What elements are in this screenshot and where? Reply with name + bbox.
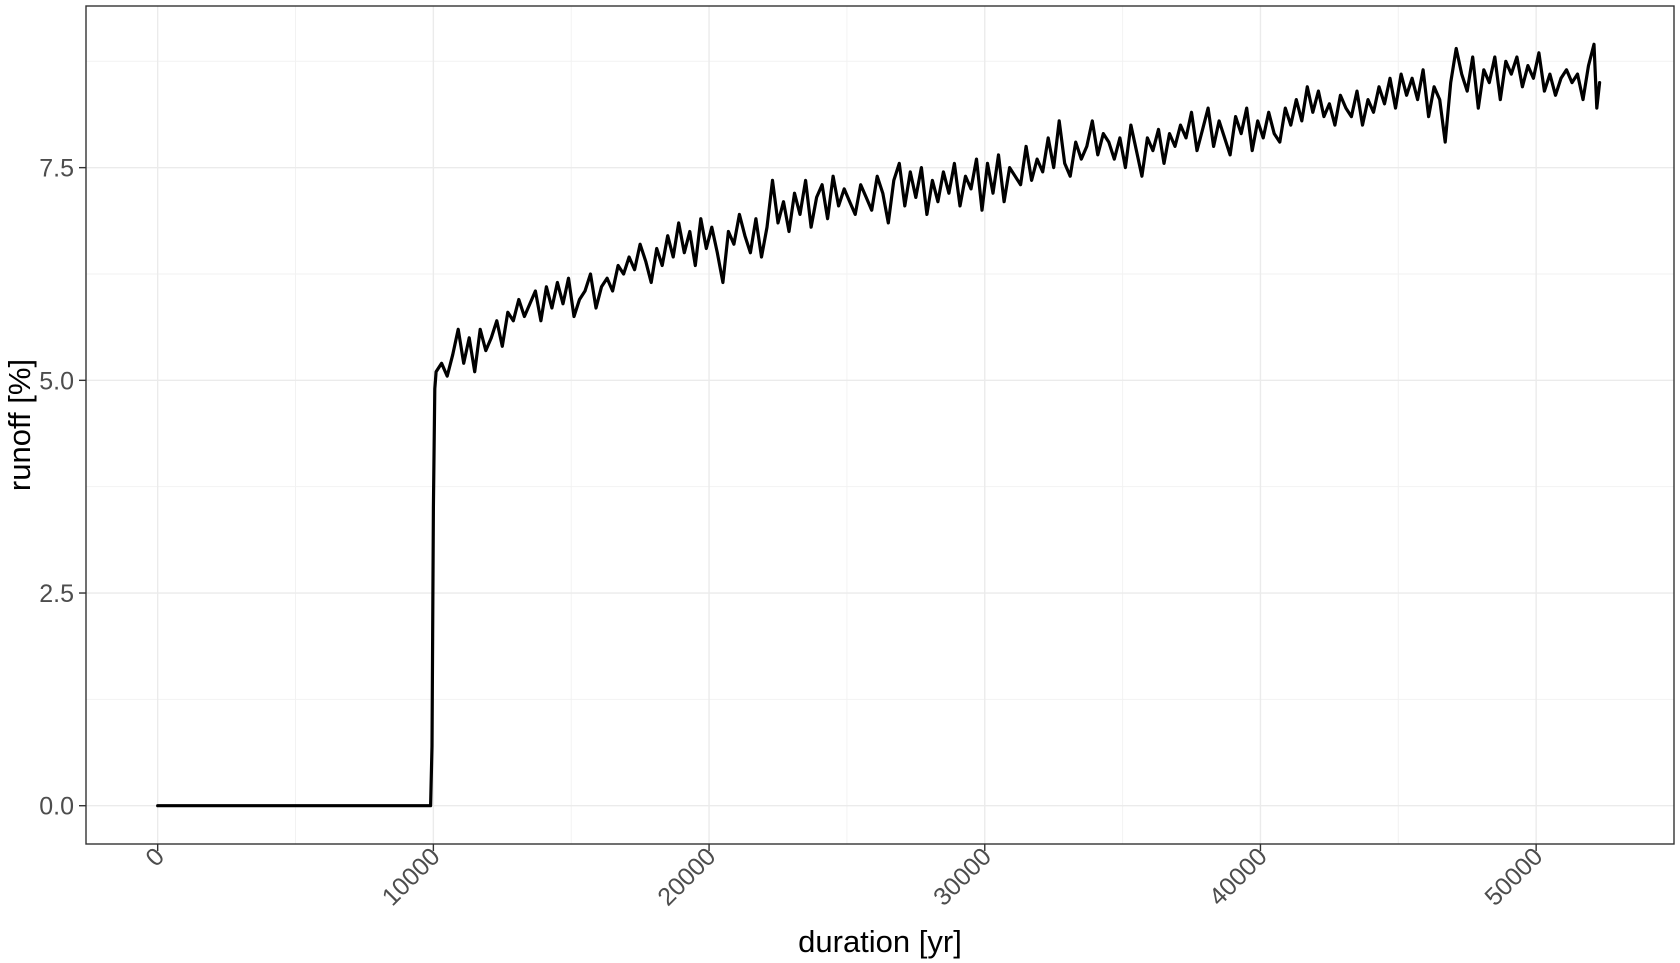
plot-background	[86, 6, 1674, 844]
y-axis-title: runoff [%]	[2, 359, 37, 491]
x-axis-title: duration [yr]	[798, 924, 962, 959]
y-tick-label: 2.5	[39, 580, 74, 608]
minor-gridlines	[86, 6, 1674, 844]
x-tick-label: 30000	[928, 842, 997, 911]
x-tick-label: 0	[140, 842, 170, 872]
x-tick-label: 40000	[1204, 842, 1273, 911]
y-axis-ticks: 0.0 2.5 5.0 7.5	[39, 155, 86, 821]
major-gridlines	[86, 6, 1674, 844]
x-tick-label: 10000	[377, 842, 446, 911]
x-tick-label: 20000	[652, 842, 721, 911]
plot-panel-border	[85, 5, 1675, 845]
runoff-series-line	[156, 42, 1602, 808]
y-tick-label: 5.0	[39, 367, 74, 395]
y-tick-label: 7.5	[39, 155, 74, 183]
y-tick-label: 0.0	[39, 793, 74, 821]
x-tick-label: 50000	[1479, 842, 1548, 911]
x-axis-ticks: 0 10000 20000 30000 40000 50000	[140, 842, 1548, 911]
